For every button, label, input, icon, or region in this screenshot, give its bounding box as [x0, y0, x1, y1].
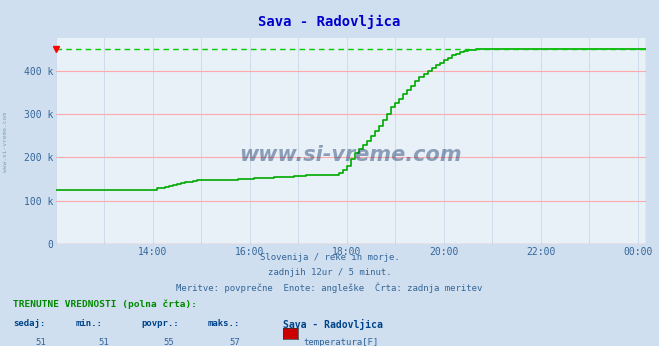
Text: maks.:: maks.: — [208, 319, 240, 328]
Text: povpr.:: povpr.: — [142, 319, 179, 328]
Text: Sava - Radovljica: Sava - Radovljica — [258, 15, 401, 29]
Text: 51: 51 — [98, 338, 109, 346]
Text: 57: 57 — [230, 338, 241, 346]
Text: Meritve: povprečne  Enote: angleške  Črta: zadnja meritev: Meritve: povprečne Enote: angleške Črta:… — [177, 282, 482, 293]
Text: Slovenija / reke in morje.: Slovenija / reke in morje. — [260, 253, 399, 262]
Text: TRENUTNE VREDNOSTI (polna črta):: TRENUTNE VREDNOSTI (polna črta): — [13, 299, 197, 309]
Text: 51: 51 — [36, 338, 46, 346]
Text: Sava - Radovljica: Sava - Radovljica — [283, 319, 384, 330]
Text: zadnjih 12ur / 5 minut.: zadnjih 12ur / 5 minut. — [268, 268, 391, 277]
Text: sedaj:: sedaj: — [13, 319, 45, 328]
Text: www.si-vreme.com: www.si-vreme.com — [3, 112, 8, 172]
Text: min.:: min.: — [76, 319, 103, 328]
Text: 55: 55 — [164, 338, 175, 346]
Text: temperatura[F]: temperatura[F] — [303, 338, 378, 346]
Text: www.si-vreme.com: www.si-vreme.com — [240, 145, 462, 165]
